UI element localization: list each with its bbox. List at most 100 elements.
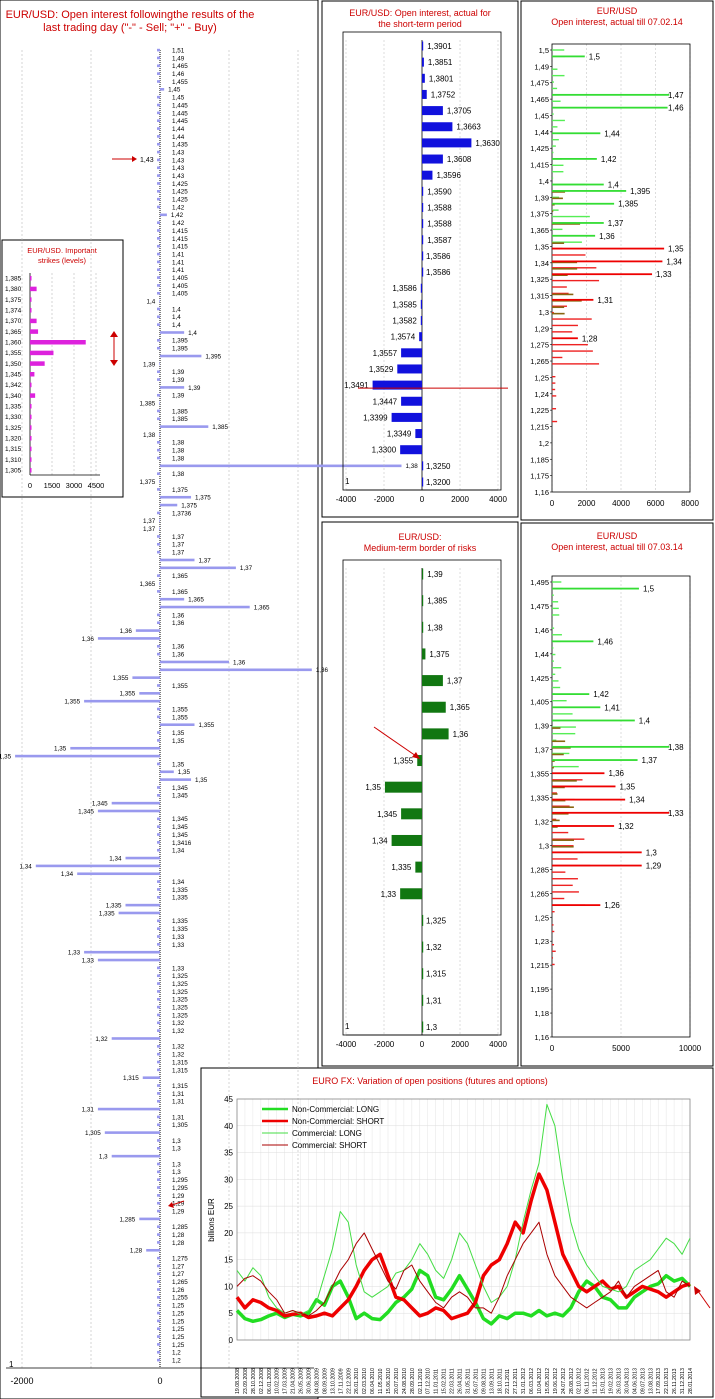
main-bar-label: 1,445 — [172, 102, 188, 109]
main-bar — [160, 495, 192, 499]
oi-mar-x-tick: 0 — [550, 1044, 555, 1053]
medium-bar — [415, 861, 422, 873]
main-bar — [157, 370, 160, 374]
main-bar-label: 1,37 — [143, 526, 156, 533]
oi-mar-y-tick: 1,37 — [534, 746, 549, 755]
euro-fx-x-tick: 04.08.2009 — [314, 1368, 320, 1394]
main-bar-label: 1,29 — [172, 1193, 185, 1200]
oi-feb-mixed-bar — [552, 242, 565, 244]
main-bar — [160, 770, 174, 774]
euro-fx-x-tick: 06.11.2012 — [585, 1368, 591, 1394]
oi-mar-minor-bar — [552, 845, 574, 847]
main-bar — [157, 1123, 160, 1127]
euro-fx-x-tick: 31.12.2013 — [680, 1368, 686, 1394]
short-term-bar — [422, 461, 424, 471]
main-bar — [157, 1209, 160, 1213]
main-bar-label: 1,335 — [172, 887, 188, 894]
main-bar — [157, 441, 160, 444]
main-bar-label: 1,41 — [172, 251, 185, 258]
euro-fx-x-tick: 04.06.2013 — [632, 1368, 638, 1394]
main-bar — [157, 1358, 160, 1362]
main-bar — [157, 1319, 160, 1323]
short-term-bar-label: 1,3851 — [428, 58, 453, 67]
oi-mar-minor-bar — [552, 884, 573, 887]
medium-bar — [422, 941, 424, 953]
oi-feb-annotation: 1,4 — [608, 181, 620, 190]
main-bar-label: 1,25 — [172, 1334, 185, 1341]
oi-feb-minor-bar — [552, 254, 586, 256]
oi-feb-annotation: 1,34 — [666, 257, 682, 266]
main-bar — [157, 550, 160, 554]
main-bar-label: 1,38 — [172, 455, 185, 462]
strikes-bar — [30, 425, 32, 430]
main-bar-label: 1,36 — [120, 628, 133, 635]
main-bar-label: 1,43 — [172, 165, 185, 172]
oi-feb-minor-bar — [552, 49, 565, 51]
short-term-bar-label: 1,3705 — [447, 107, 472, 116]
short-term-bar — [422, 89, 427, 99]
main-bar — [157, 252, 160, 256]
main-bar — [157, 990, 160, 993]
main-bar-label: 1,31 — [172, 1114, 185, 1121]
oi-mar-minor-bar — [552, 878, 578, 880]
oi-feb-minor-bar — [552, 395, 557, 397]
euro-fx-series-line — [235, 1172, 691, 1321]
strikes-y-label: 1,365 — [5, 329, 22, 336]
euro-fx-x-tick: 19.08.2008 — [235, 1368, 241, 1394]
oi-feb-annotation: 1,37 — [608, 219, 624, 228]
main-bar-label: 1,435 — [172, 142, 188, 149]
strikes-bar — [30, 404, 32, 409]
main-bar — [157, 1350, 160, 1354]
main-bar — [157, 1233, 160, 1236]
main-bar-label: 1,395 — [172, 346, 188, 353]
main-bar-label: 1,32 — [172, 1028, 185, 1035]
euro-fx-x-tick: 20.07.2010 — [394, 1368, 400, 1394]
oi-feb-minor-bar — [552, 318, 592, 320]
main-bar — [77, 872, 160, 876]
medium-x-tick: -2000 — [374, 1040, 395, 1049]
strikes-chart: 1,385 1,380 1,375 1,374 1,370 1,365 1,360 1,355… — [5, 273, 104, 490]
medium-bar-label: 1,3 — [426, 1023, 438, 1032]
main-bar — [35, 864, 160, 868]
short-term-bar — [401, 396, 422, 406]
oi-mar-mixed-bar — [552, 727, 561, 729]
oi-feb-minor-bar — [552, 171, 564, 173]
main-bar — [159, 480, 160, 483]
oi-feb-y-tick: 1,275 — [530, 341, 549, 350]
main-bar — [157, 590, 160, 593]
euro-fx-x-tick: 09.07.2013 — [640, 1368, 646, 1394]
euro-fx-x-tick: 15.01.2013 — [601, 1368, 607, 1394]
main-bar-label: 1,315 — [172, 1083, 188, 1090]
main-bar — [157, 174, 160, 177]
main-bar — [157, 1005, 160, 1009]
arrow-medium — [373, 726, 420, 759]
main-bar-label: 1,345 — [172, 832, 188, 839]
oi-feb-annotation: 1,385 — [618, 200, 639, 209]
main-bar-label: 1,365 — [188, 597, 204, 604]
short-term-bar — [422, 235, 424, 245]
main-bar — [157, 880, 160, 883]
short-term-plot-frame — [342, 31, 502, 491]
main-bar — [146, 1248, 160, 1252]
oi-feb-mixed-bar — [552, 210, 554, 212]
euro-fx-x-tick: 28.08.2012 — [569, 1368, 575, 1394]
main-bar-label: 1,4 — [172, 322, 181, 329]
main-bar — [157, 182, 160, 185]
euro-fx-plot-frame — [236, 1098, 691, 1341]
main-bar — [157, 1194, 160, 1197]
oi-mar-y-tick: 1,215 — [530, 961, 549, 970]
main-bar — [139, 692, 160, 695]
oi-mar-minor-bar — [552, 726, 576, 728]
short-term-bar-label: 1,3630 — [475, 139, 500, 148]
short-term-bar — [415, 429, 422, 439]
main-bar — [157, 1225, 160, 1229]
main-bar-label: 1,42 — [172, 204, 185, 211]
oi-feb-call-bar — [552, 183, 604, 186]
main-bar-label: 1,28 — [172, 1232, 185, 1239]
short-term-bar — [400, 445, 422, 455]
oi-feb-minor-bar — [552, 177, 554, 179]
strikes-x-tick: 1500 — [44, 481, 61, 490]
main-bar-label: 1,29 — [172, 1201, 185, 1208]
main-bar-label: 1,385 — [140, 400, 156, 407]
oi-feb-put-bar — [552, 298, 594, 301]
